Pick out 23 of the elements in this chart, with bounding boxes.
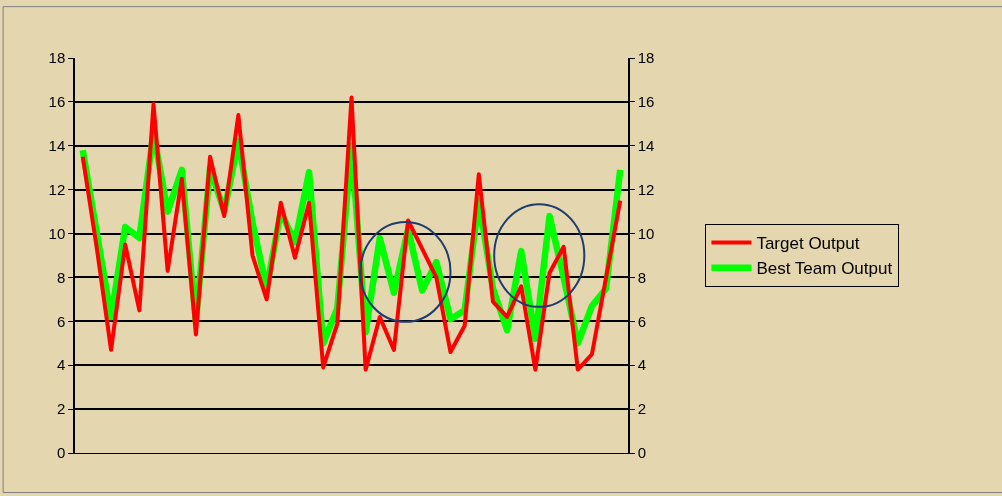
y-tick-label: 18 xyxy=(48,49,66,67)
y2-tick-label: 0 xyxy=(637,444,647,462)
y-tick-label: 0 xyxy=(56,444,66,462)
y-tick-label: 10 xyxy=(48,224,66,242)
y-tick-label: 16 xyxy=(48,93,66,111)
y2-tick-label: 2 xyxy=(637,400,647,418)
y2-tick-label: 12 xyxy=(637,180,655,198)
y2-tick-label: 18 xyxy=(637,49,655,67)
y-tick-label: 8 xyxy=(56,268,66,286)
legend-label: Best Team Output xyxy=(756,259,893,279)
y-tick-label: 2 xyxy=(56,400,66,418)
y2-tick-label: 16 xyxy=(637,93,655,111)
y2-tick-label: 6 xyxy=(637,312,647,330)
line-series xyxy=(80,95,623,372)
y2-tick-label: 8 xyxy=(637,268,647,286)
y-tick-label: 14 xyxy=(48,137,66,155)
y2-tick-label: 4 xyxy=(637,356,647,374)
y2-tick-label: 10 xyxy=(637,224,655,242)
y-tick-label: 12 xyxy=(48,180,66,198)
y-tick-label: 6 xyxy=(56,312,66,330)
y2-tick-label: 14 xyxy=(637,137,655,155)
legend-label: Target Output xyxy=(756,234,860,254)
y-tick-label: 4 xyxy=(56,356,66,374)
